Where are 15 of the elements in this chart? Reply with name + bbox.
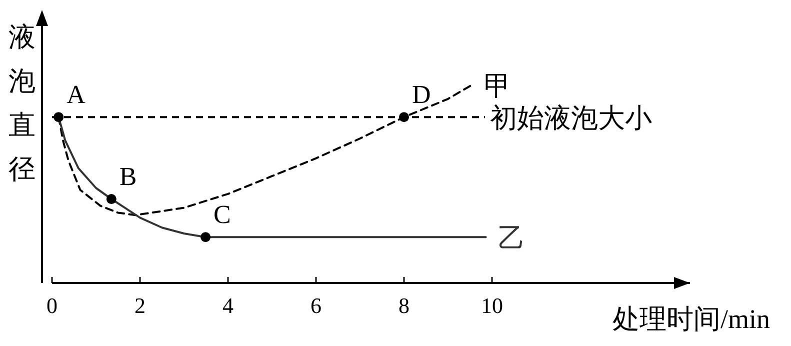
annotation: A (66, 80, 86, 110)
x-tick-label: 2 (134, 293, 146, 318)
annotation: C (214, 200, 231, 230)
ref-line-label: 初始液泡大小 (490, 103, 652, 134)
x-tick-label: 10 (481, 293, 503, 318)
x-tick-label: 8 (398, 293, 410, 318)
x-tick-label: 6 (310, 293, 322, 318)
y-axis-title: 液泡直径 (8, 22, 36, 184)
annotation: D (412, 80, 431, 110)
x-tick-label: 4 (222, 293, 234, 318)
x-tick-label: 0 (46, 293, 58, 318)
series-label: 甲 (484, 71, 511, 101)
series-label: 乙 (498, 223, 525, 254)
x-axis-title: 处理时间/min (612, 304, 770, 334)
annotation: B (119, 162, 137, 192)
